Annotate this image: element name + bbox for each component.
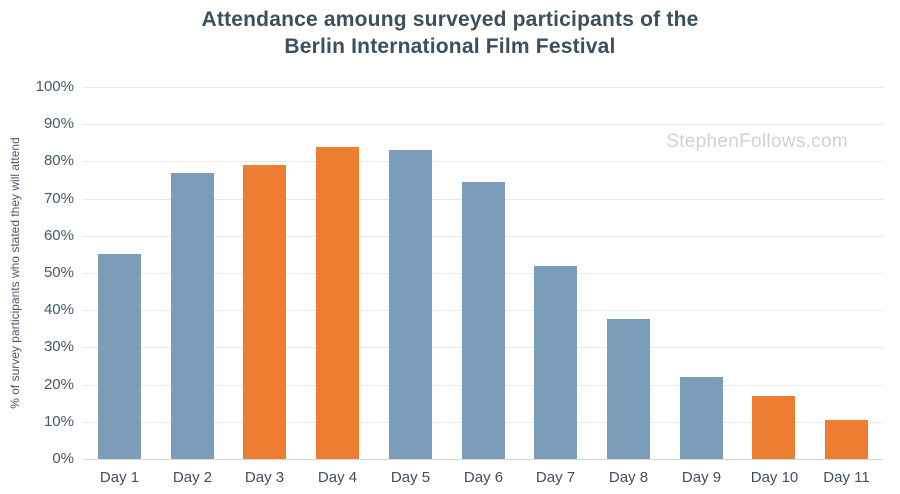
y-tick-label: 10% (43, 413, 74, 430)
gridline (83, 87, 883, 88)
bar-day-7 (534, 266, 577, 459)
y-tick-label: 0% (52, 450, 74, 467)
x-tick-label-day-1: Day 1 (99, 469, 140, 486)
y-tick-label: 100% (35, 78, 74, 95)
x-tick-label-day-7: Day 7 (535, 469, 576, 486)
chart-title-line-1: Attendance amoung surveyed participants … (201, 8, 699, 31)
y-tick-label: 40% (43, 301, 74, 318)
bar-day-3 (243, 165, 286, 459)
watermark: StephenFollows.com (666, 131, 848, 152)
bar-day-11 (825, 420, 868, 459)
bar-day-6 (462, 182, 505, 459)
bar-day-2 (171, 173, 214, 459)
x-tick-label-day-10: Day 10 (750, 469, 799, 486)
y-tick-label: 30% (43, 338, 74, 355)
x-tick-label-day-11: Day 11 (823, 469, 870, 486)
y-tick-label: 70% (43, 190, 74, 207)
x-tick-label-day-8: Day 8 (608, 469, 649, 486)
chart-title-line-2: Berlin International Film Festival (284, 35, 616, 58)
gridline (83, 161, 883, 162)
bar-day-8 (607, 319, 650, 459)
y-tick-label: 50% (43, 264, 74, 281)
y-tick-label: 90% (43, 115, 74, 132)
x-tick-label-day-9: Day 9 (681, 469, 722, 486)
x-tick-label-day-3: Day 3 (244, 469, 285, 486)
y-tick-label: 60% (43, 227, 74, 244)
bar-day-1 (98, 254, 141, 459)
bar-day-5 (389, 150, 432, 459)
gridline (83, 124, 883, 125)
chart-title: Attendance amoung surveyed participants … (0, 6, 900, 60)
y-tick-label: 20% (43, 376, 74, 393)
x-tick-label-day-6: Day 6 (463, 469, 504, 486)
bar-day-9 (680, 377, 723, 459)
bar-day-10 (752, 396, 795, 459)
bar-day-4 (316, 147, 359, 459)
x-tick-label-day-5: Day 5 (390, 469, 431, 486)
x-tick-label-day-4: Day 4 (317, 469, 358, 486)
x-axis-line (83, 459, 883, 460)
y-tick-label: 80% (43, 152, 74, 169)
x-tick-label-day-2: Day 2 (172, 469, 213, 486)
